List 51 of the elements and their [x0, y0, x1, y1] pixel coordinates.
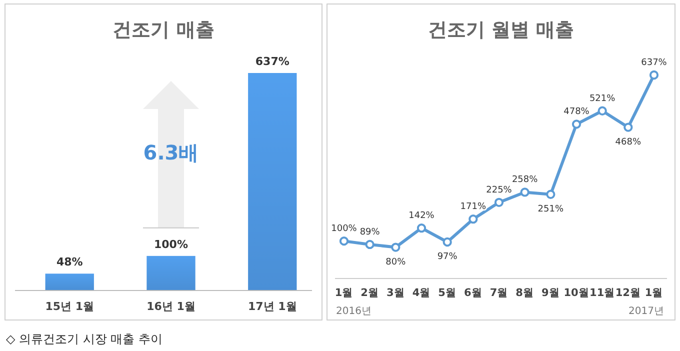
x-tick-label: 3월: [386, 287, 405, 299]
x-tick-label: 12월: [615, 287, 641, 299]
point: [468, 214, 478, 224]
text: 2016년: [336, 306, 372, 317]
x-tick-label: 6월: [464, 287, 482, 299]
point: [416, 224, 426, 233]
data-label: 48%: [56, 256, 83, 269]
data-label: 100%: [331, 224, 358, 234]
x-tick-label: 1월: [334, 287, 354, 299]
x-tick-label: 7월: [490, 287, 508, 299]
x-tick-label: 10월: [564, 287, 590, 299]
point: [520, 188, 530, 197]
data-label: 468%: [615, 137, 642, 148]
x-tick-label: 17년 1월: [248, 300, 297, 313]
data-label: 142%: [408, 211, 435, 222]
text: ◇ 의류건조기 시장 매출 추이: [6, 332, 162, 346]
data-label: 225%: [486, 185, 512, 196]
x-tick-label: 16년 1월: [146, 300, 196, 313]
x-tick-label: 4월: [412, 287, 431, 299]
point: [572, 120, 582, 129]
chart-title: 건조기 월별 매출: [428, 19, 574, 41]
x-tick-label: 2월: [360, 287, 379, 299]
data-label: 171%: [460, 202, 486, 212]
x-tick-label: 11월: [590, 287, 616, 299]
data-label: 258%: [512, 175, 538, 186]
data-label: 637%: [255, 55, 290, 68]
point: [649, 70, 659, 80]
text: 2017년: [628, 306, 664, 317]
x-tick-label: 5월: [438, 287, 456, 299]
point: [365, 240, 374, 250]
point: [442, 237, 452, 247]
data-label: 251%: [538, 204, 564, 214]
point: [624, 122, 633, 132]
data-label: 521%: [589, 94, 616, 104]
x-tick-label: 15년 1월: [45, 300, 94, 313]
point: [339, 236, 349, 246]
data-label: 100%: [154, 238, 188, 251]
point: [546, 190, 556, 199]
data-label: 89%: [360, 227, 380, 238]
point: [391, 242, 400, 252]
point: [598, 106, 607, 116]
point: [494, 198, 504, 207]
chart-title: 건조기 매출: [112, 19, 214, 41]
x-tick-label: 9월: [542, 287, 560, 299]
data-label: 478%: [564, 107, 590, 118]
data-label: 637%: [641, 58, 668, 68]
data-label: 80%: [386, 257, 406, 268]
x-tick-label: 8월: [516, 287, 534, 299]
x-tick-label: 1월: [644, 287, 664, 299]
data-label: 97%: [437, 252, 458, 262]
annotation: 6.3배: [143, 140, 199, 164]
